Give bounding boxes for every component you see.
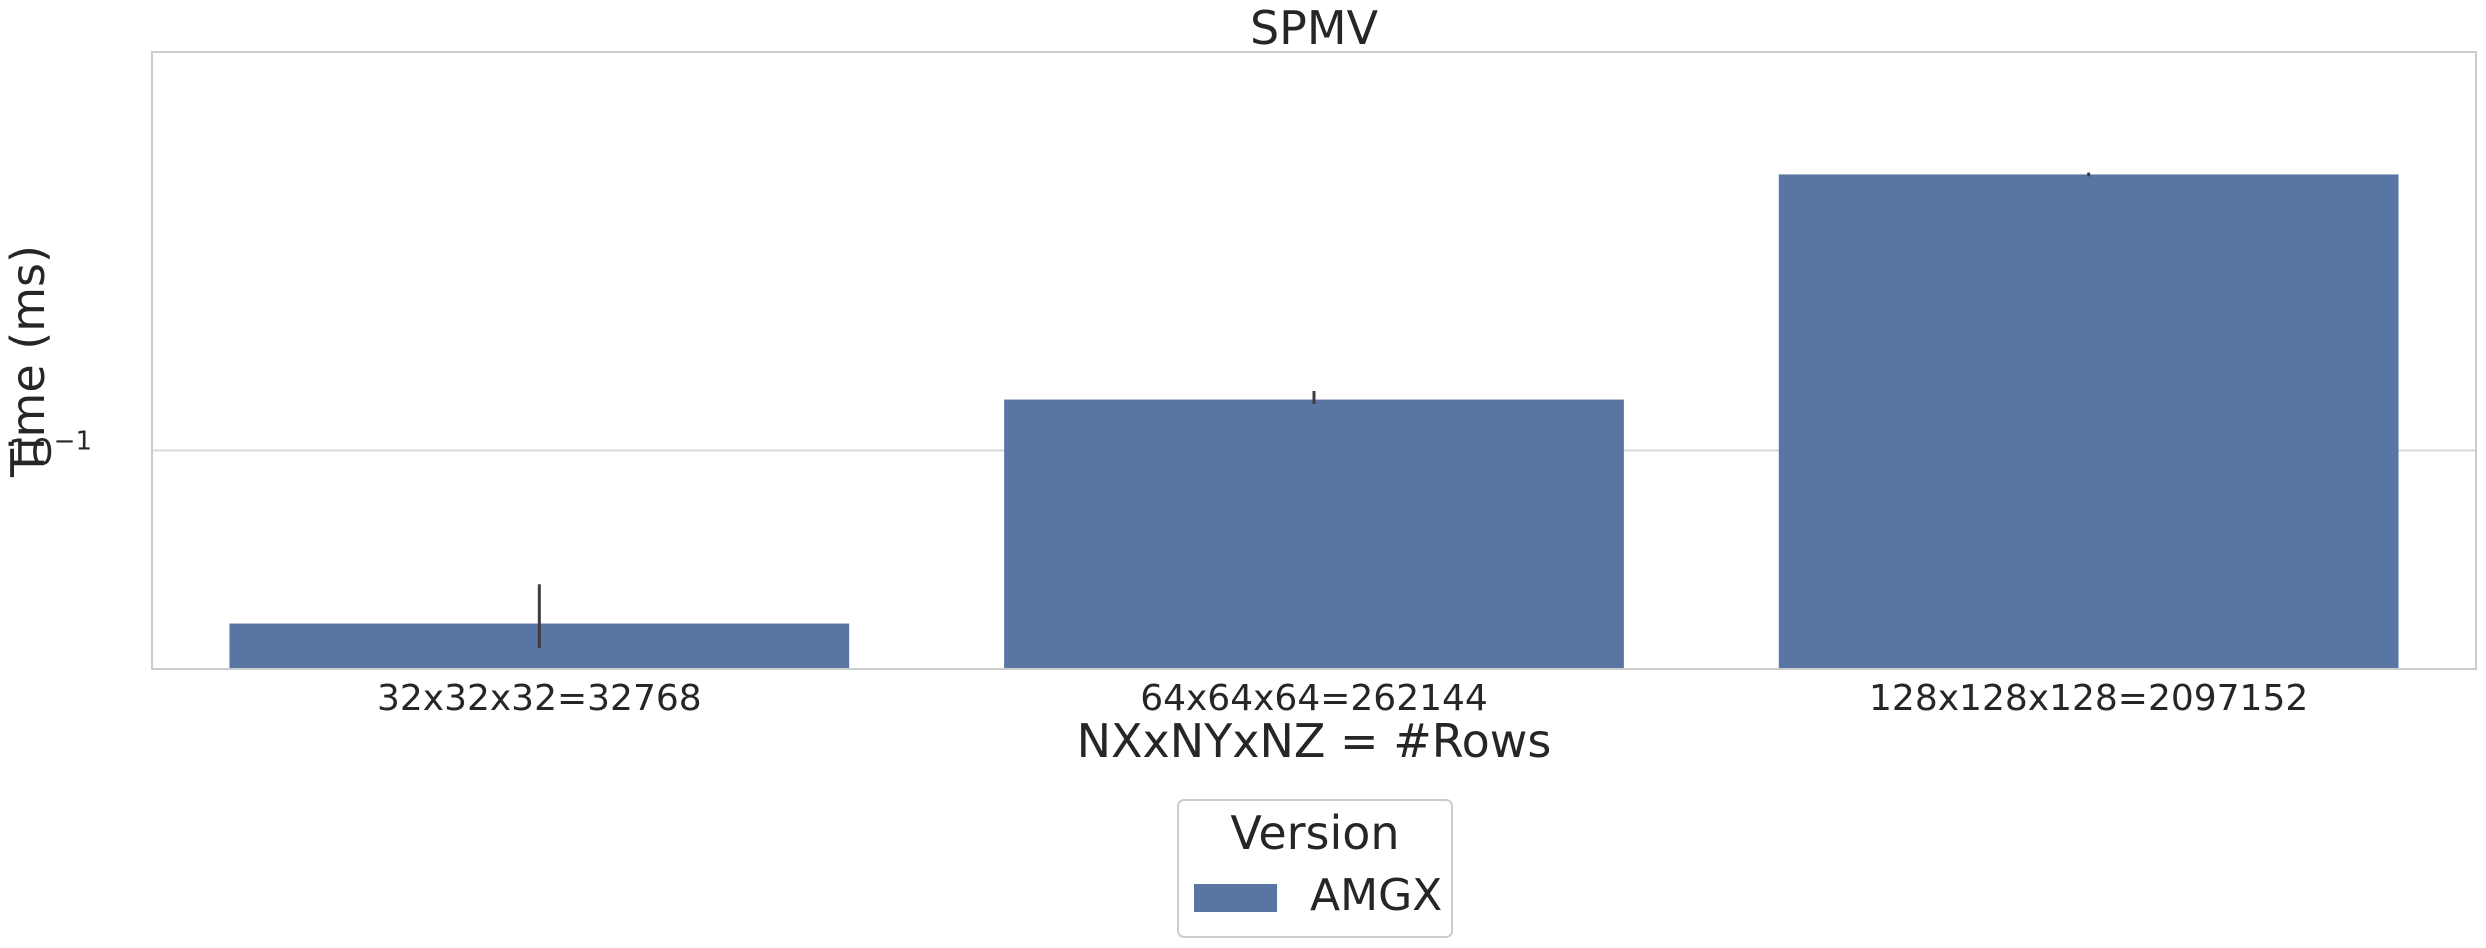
y-tick-labels: 10−1 <box>8 426 92 473</box>
legend-swatch <box>1194 884 1277 912</box>
x-axis-label: NXxNYxNZ = #Rows <box>1077 714 1552 768</box>
legend: Version AMGX <box>1177 799 1453 938</box>
bar <box>1778 174 2399 669</box>
error-bars <box>537 172 2091 649</box>
y-tick-label: 10−1 <box>8 426 92 473</box>
y-axis-label: Time (ms) <box>1 245 55 478</box>
legend-title: Version <box>1230 806 1399 860</box>
plot-frame <box>151 51 2477 670</box>
x-tick-label: 64x64x64=262144 <box>1140 678 1488 719</box>
x-tick-label: 32x32x32=32768 <box>377 678 702 719</box>
x-tick-label: 128x128x128=2097152 <box>1869 678 2308 719</box>
x-tick-labels: 32x32x32=32768 64x64x64=262144 128x128x128… <box>377 678 2308 719</box>
y-tick-exponent: −1 <box>54 426 92 456</box>
bar <box>1004 399 1624 669</box>
legend-label: AMGX <box>1310 870 1442 921</box>
chart-title: SPMV <box>1250 1 1379 55</box>
